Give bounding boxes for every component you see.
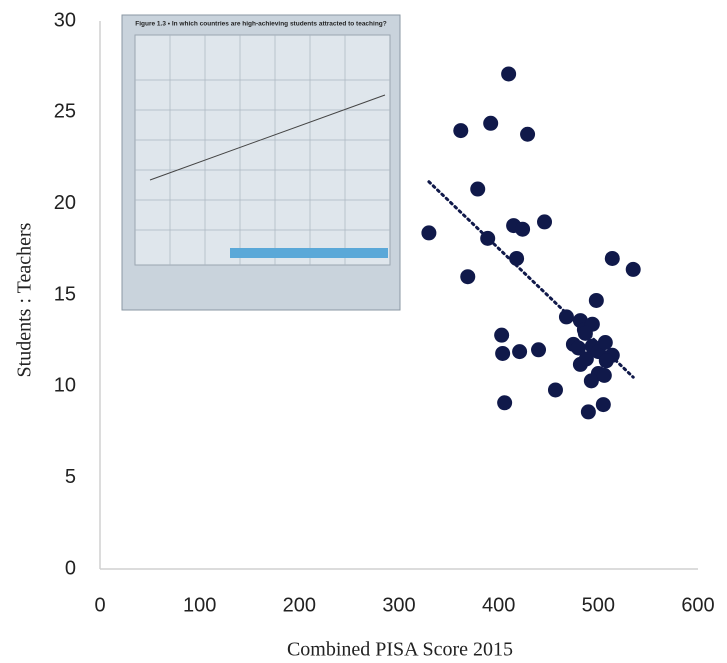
data-point — [460, 269, 476, 285]
x-tick-label: 300 — [382, 594, 415, 616]
y-tick-label: 15 — [54, 283, 76, 305]
x-tick-label: 0 — [94, 594, 105, 616]
data-point — [512, 344, 528, 360]
x-tick-label: 100 — [183, 594, 216, 616]
data-point — [570, 340, 586, 356]
y-tick-label: 0 — [65, 557, 76, 579]
data-point — [596, 367, 612, 383]
x-tick-label: 500 — [582, 594, 615, 616]
y-tick-label: 5 — [65, 466, 76, 488]
x-tick-label: 600 — [681, 594, 714, 616]
inset-photo: Figure 1.3 • In which countries are high… — [121, 14, 401, 311]
data-point — [598, 353, 614, 369]
data-point — [515, 221, 531, 237]
data-point — [547, 382, 563, 398]
data-point — [578, 351, 594, 367]
data-point — [597, 334, 613, 350]
data-point — [604, 250, 620, 266]
data-point — [453, 123, 469, 139]
data-point — [494, 327, 510, 343]
data-point — [531, 342, 547, 358]
x-axis-title: Combined PISA Score 2015 — [287, 639, 513, 661]
data-point — [537, 214, 553, 230]
data-point — [470, 181, 486, 197]
data-point — [520, 126, 536, 142]
y-axis-title: Students : Teachers — [14, 222, 36, 377]
data-point — [480, 230, 496, 246]
data-point — [421, 225, 437, 241]
y-tick-label: 20 — [54, 192, 76, 214]
x-tick-label: 400 — [482, 594, 515, 616]
data-point — [497, 395, 513, 411]
data-point — [595, 397, 611, 413]
data-point — [558, 309, 574, 325]
data-point — [588, 292, 604, 308]
data-point — [625, 261, 641, 277]
data-point — [583, 373, 599, 389]
y-tick-label: 25 — [54, 101, 76, 123]
inset-title: Figure 1.3 • In which countries are high… — [135, 21, 387, 28]
data-point — [501, 66, 517, 82]
data-point — [483, 115, 499, 131]
data-point — [577, 325, 593, 341]
x-tick-label: 200 — [283, 594, 316, 616]
data-point — [580, 404, 596, 420]
y-tick-label: 30 — [54, 9, 76, 31]
data-point — [495, 345, 511, 361]
y-tick-label: 10 — [54, 375, 76, 397]
data-point — [509, 250, 525, 266]
